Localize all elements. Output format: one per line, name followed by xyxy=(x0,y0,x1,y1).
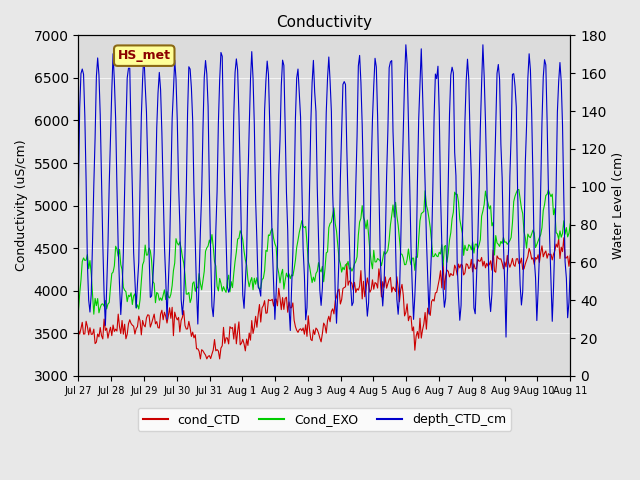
depth_CTD_cm xyxy=(502,334,510,340)
depth_CTD_cm xyxy=(328,108,335,114)
Cond_EXO xyxy=(93,303,100,309)
Cond_EXO xyxy=(75,309,83,314)
cond_CTD xyxy=(565,264,573,269)
Cond_EXO xyxy=(565,230,573,236)
Y-axis label: Water Level (cm): Water Level (cm) xyxy=(612,152,625,259)
depth_CTD_cm xyxy=(426,280,434,286)
Cond_EXO xyxy=(566,221,574,227)
cond_CTD xyxy=(500,266,508,272)
cond_CTD xyxy=(92,341,99,347)
depth_CTD_cm xyxy=(500,242,508,248)
cond_CTD xyxy=(196,356,204,362)
depth_CTD_cm xyxy=(107,134,115,140)
depth_CTD_cm xyxy=(402,42,410,48)
Legend: cond_CTD, Cond_EXO, depth_CTD_cm: cond_CTD, Cond_EXO, depth_CTD_cm xyxy=(138,408,511,431)
Line: cond_CTD: cond_CTD xyxy=(79,238,570,359)
cond_CTD xyxy=(426,312,434,318)
Line: Cond_EXO: Cond_EXO xyxy=(79,190,570,314)
Y-axis label: Conductivity (uS/cm): Conductivity (uS/cm) xyxy=(15,140,28,272)
Text: HS_met: HS_met xyxy=(118,49,171,62)
depth_CTD_cm xyxy=(566,266,574,272)
Cond_EXO xyxy=(329,212,337,217)
cond_CTD xyxy=(329,306,337,312)
cond_CTD xyxy=(75,327,83,333)
Cond_EXO xyxy=(426,225,434,230)
cond_CTD xyxy=(107,324,115,330)
cond_CTD xyxy=(560,235,568,240)
Cond_EXO xyxy=(515,187,523,192)
depth_CTD_cm xyxy=(565,300,573,305)
Cond_EXO xyxy=(90,312,98,317)
Cond_EXO xyxy=(500,235,508,240)
Cond_EXO xyxy=(108,271,116,276)
cond_CTD xyxy=(566,252,574,258)
depth_CTD_cm xyxy=(92,135,99,141)
Title: Conductivity: Conductivity xyxy=(276,15,372,30)
depth_CTD_cm xyxy=(75,190,83,195)
Line: depth_CTD_cm: depth_CTD_cm xyxy=(79,45,570,337)
